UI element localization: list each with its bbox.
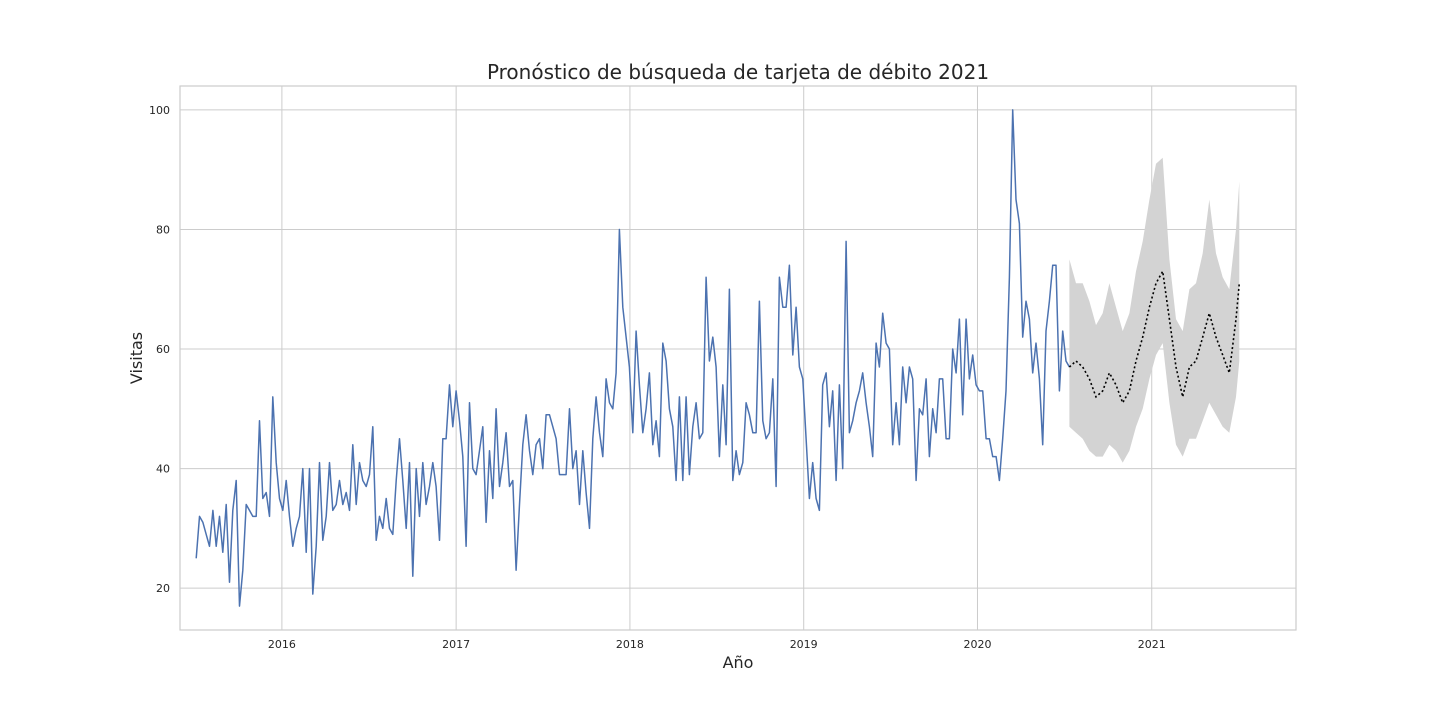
forecast-confidence-band bbox=[1069, 157, 1240, 463]
chart-title: Pronóstico de búsqueda de tarjeta de déb… bbox=[487, 60, 989, 84]
x-tick-label: 2019 bbox=[790, 638, 818, 651]
grid-lines bbox=[180, 86, 1296, 630]
plot-frame bbox=[179, 85, 1297, 631]
x-tick-label: 2017 bbox=[442, 638, 470, 651]
series-layer bbox=[195, 109, 1241, 607]
y-tick-label: 20 bbox=[156, 582, 170, 595]
forecast-line bbox=[1068, 268, 1241, 405]
history-line bbox=[195, 109, 1071, 607]
y-tick-label: 60 bbox=[156, 343, 170, 356]
x-axis-label: Año bbox=[723, 653, 754, 672]
confidence-interval-layer bbox=[1069, 157, 1240, 463]
y-tick-label: 100 bbox=[149, 104, 170, 117]
x-tick-label: 2020 bbox=[963, 638, 991, 651]
x-tick-label: 2016 bbox=[268, 638, 296, 651]
y-tick-label: 80 bbox=[156, 223, 170, 236]
y-tick-label: 40 bbox=[156, 463, 170, 476]
tick-labels: 20 40 60 80 100 2016 2017 2018 2019 2020 2021 bbox=[149, 104, 1166, 651]
x-tick-label: 2021 bbox=[1138, 638, 1166, 651]
x-tick-label: 2018 bbox=[616, 638, 644, 651]
y-axis-label: Visitas bbox=[127, 332, 146, 384]
